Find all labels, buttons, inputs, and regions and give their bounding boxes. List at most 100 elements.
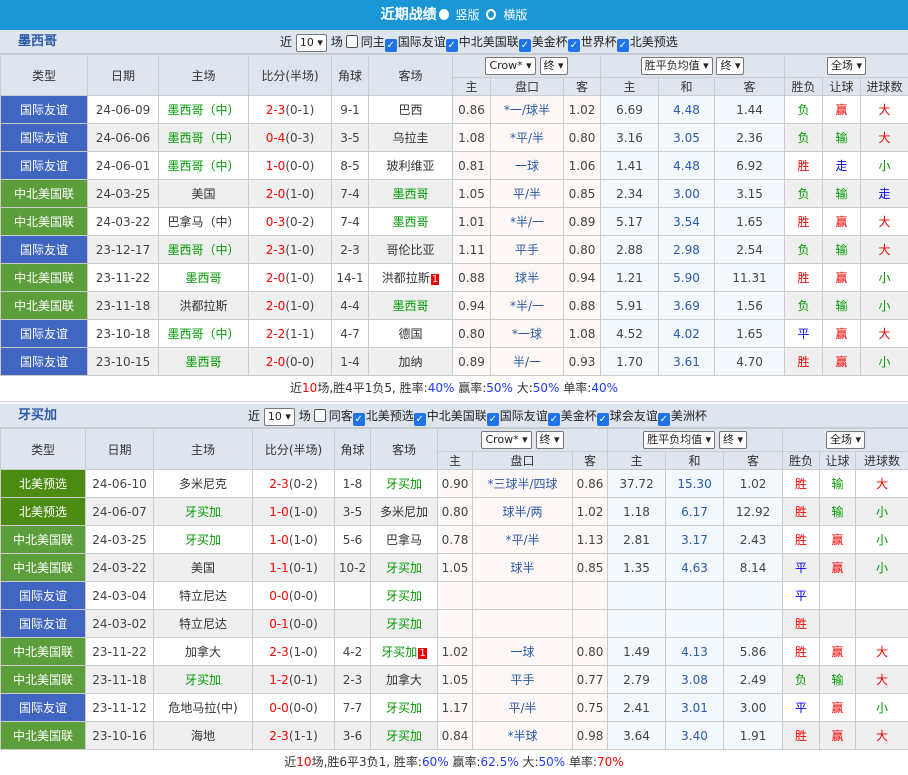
away-team[interactable]: 牙买加: [371, 554, 438, 582]
away-team[interactable]: 牙买加: [371, 582, 438, 610]
score[interactable]: 2-3(1-0): [249, 236, 332, 264]
scope-select[interactable]: 全场 ▾: [826, 431, 865, 449]
odds-company-select[interactable]: Crow* ▾: [485, 57, 535, 75]
home-team[interactable]: 牙买加: [154, 526, 253, 554]
away-team[interactable]: 哥伦比亚: [369, 236, 453, 264]
away-team[interactable]: 德国: [369, 320, 453, 348]
filter-label[interactable]: 美金杯: [561, 409, 597, 423]
same-venue-checkbox[interactable]: [346, 35, 358, 48]
filter-label[interactable]: 北美预选: [366, 409, 414, 423]
filter-checkbox[interactable]: ✓: [658, 413, 670, 426]
score[interactable]: 1-1(0-1): [253, 554, 335, 582]
score[interactable]: 0-0(0-0): [253, 694, 335, 722]
home-team[interactable]: 海地: [154, 722, 253, 750]
match-type[interactable]: 国际友谊: [1, 124, 88, 152]
match-type[interactable]: 北美预选: [1, 470, 86, 498]
home-team[interactable]: 墨西哥: [159, 348, 249, 376]
score[interactable]: 0-4(0-3): [249, 124, 332, 152]
away-team[interactable]: 牙买加: [371, 722, 438, 750]
filter-label[interactable]: 中北美国联: [427, 409, 487, 423]
match-type[interactable]: 国际友谊: [1, 236, 88, 264]
match-type[interactable]: 中北美国联: [1, 554, 86, 582]
match-type[interactable]: 中北美国联: [1, 526, 86, 554]
away-team[interactable]: 墨西哥: [369, 208, 453, 236]
home-team[interactable]: 特立尼达: [154, 582, 253, 610]
filter-checkbox[interactable]: ✓: [353, 413, 365, 426]
filter-checkbox[interactable]: ✓: [385, 39, 397, 52]
filter-label[interactable]: 国际友谊: [500, 409, 548, 423]
home-team[interactable]: 美国: [159, 180, 249, 208]
filter-label[interactable]: 球会友谊: [610, 409, 658, 423]
away-team[interactable]: 玻利维亚: [369, 152, 453, 180]
home-team[interactable]: 巴拿马（中）: [159, 208, 249, 236]
odds-stage-select[interactable]: 终 ▾: [536, 431, 564, 449]
filter-label[interactable]: 国际友谊: [398, 35, 446, 49]
filter-checkbox[interactable]: ✓: [568, 39, 580, 52]
match-type[interactable]: 国际友谊: [1, 582, 86, 610]
away-team[interactable]: 牙买加: [371, 470, 438, 498]
match-type[interactable]: 国际友谊: [1, 694, 86, 722]
filter-label[interactable]: 美金杯: [532, 35, 568, 49]
home-team[interactable]: 牙买加: [154, 498, 253, 526]
home-team[interactable]: 洪都拉斯: [159, 292, 249, 320]
home-team[interactable]: 加拿大: [154, 638, 253, 666]
score[interactable]: 2-3(0-2): [253, 470, 335, 498]
away-team[interactable]: 乌拉圭: [369, 124, 453, 152]
odds-stage-select[interactable]: 终 ▾: [540, 57, 568, 75]
home-team[interactable]: 墨西哥: [159, 264, 249, 292]
score[interactable]: 0-0(0-0): [253, 582, 335, 610]
home-team[interactable]: 墨西哥（中）: [159, 320, 249, 348]
score[interactable]: 1-0(1-0): [253, 498, 335, 526]
away-team[interactable]: 多米尼加: [371, 498, 438, 526]
score[interactable]: 2-2(1-1): [249, 320, 332, 348]
score[interactable]: 1-2(0-1): [253, 666, 335, 694]
score[interactable]: 2-0(1-0): [249, 292, 332, 320]
filter-checkbox[interactable]: ✓: [519, 39, 531, 52]
option-vertical[interactable]: 竖版: [456, 8, 480, 22]
away-team[interactable]: 墨西哥: [369, 292, 453, 320]
filter-checkbox[interactable]: ✓: [597, 413, 609, 426]
score[interactable]: 2-3(0-1): [249, 96, 332, 124]
match-type[interactable]: 中北美国联: [1, 638, 86, 666]
home-team[interactable]: 墨西哥（中）: [159, 96, 249, 124]
filter-label[interactable]: 北美预选: [630, 35, 678, 49]
away-team[interactable]: 牙买加: [371, 694, 438, 722]
filter-checkbox[interactable]: ✓: [446, 39, 458, 52]
match-type[interactable]: 中北美国联: [1, 264, 88, 292]
euro-type-select[interactable]: 胜平负均值 ▾: [641, 57, 713, 75]
match-type[interactable]: 国际友谊: [1, 152, 88, 180]
scope-select[interactable]: 全场 ▾: [827, 57, 866, 75]
filter-label[interactable]: 中北美国联: [459, 35, 519, 49]
radio-vertical[interactable]: [439, 9, 449, 20]
filter-checkbox[interactable]: ✓: [414, 413, 426, 426]
home-team[interactable]: 墨西哥（中）: [159, 152, 249, 180]
score[interactable]: 1-0(0-0): [249, 152, 332, 180]
match-type[interactable]: 中北美国联: [1, 180, 88, 208]
euro-type-select[interactable]: 胜平负均值 ▾: [643, 431, 715, 449]
euro-stage-select[interactable]: 终 ▾: [716, 57, 744, 75]
option-horizontal[interactable]: 横版: [503, 8, 527, 22]
match-type[interactable]: 国际友谊: [1, 348, 88, 376]
match-type[interactable]: 国际友谊: [1, 320, 88, 348]
home-team[interactable]: 特立尼达: [154, 610, 253, 638]
away-team[interactable]: 巴西: [369, 96, 453, 124]
match-type[interactable]: 中北美国联: [1, 292, 88, 320]
score[interactable]: 2-0(0-0): [249, 348, 332, 376]
match-type[interactable]: 北美预选: [1, 498, 86, 526]
